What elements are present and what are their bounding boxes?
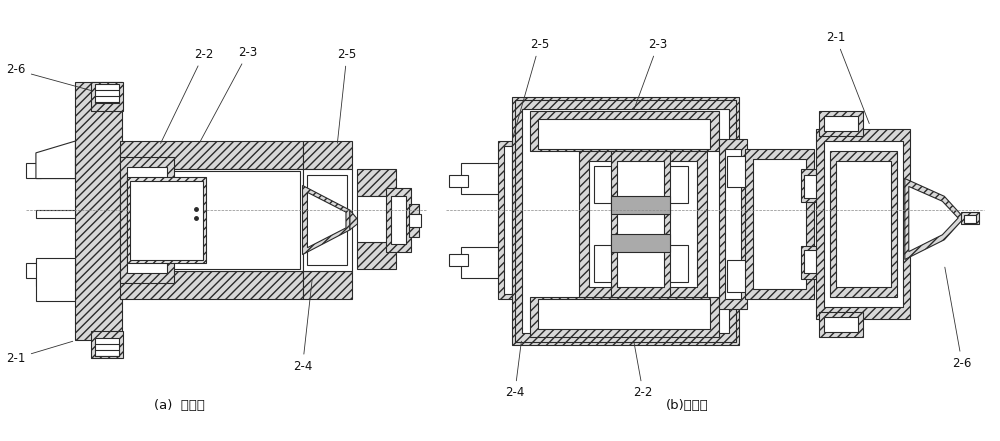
Bar bbox=[461, 163, 505, 194]
Bar bbox=[579, 151, 707, 297]
Bar bbox=[836, 161, 891, 287]
Bar bbox=[725, 149, 741, 299]
Bar bbox=[391, 196, 406, 244]
Polygon shape bbox=[350, 210, 360, 230]
Bar bbox=[36, 262, 75, 286]
Bar bbox=[727, 261, 753, 292]
Bar bbox=[522, 109, 729, 333]
Bar bbox=[120, 157, 174, 283]
Text: 2-6: 2-6 bbox=[945, 267, 972, 370]
Bar bbox=[719, 139, 747, 309]
Bar bbox=[127, 167, 167, 273]
Bar bbox=[307, 175, 347, 265]
Bar bbox=[130, 180, 203, 259]
Polygon shape bbox=[36, 141, 75, 179]
Polygon shape bbox=[909, 187, 958, 252]
Bar bbox=[804, 250, 818, 273]
Bar bbox=[386, 188, 411, 252]
Polygon shape bbox=[307, 192, 346, 248]
Text: 2-1: 2-1 bbox=[826, 31, 869, 123]
Bar bbox=[357, 168, 396, 196]
Text: 2-3: 2-3 bbox=[634, 38, 668, 109]
Bar bbox=[120, 141, 303, 168]
Bar bbox=[123, 171, 300, 269]
Bar bbox=[594, 166, 628, 203]
Bar bbox=[357, 196, 396, 242]
Bar bbox=[36, 153, 75, 178]
Bar bbox=[530, 112, 719, 151]
Bar bbox=[512, 97, 739, 345]
Bar bbox=[964, 215, 976, 223]
Bar bbox=[594, 245, 628, 282]
Bar bbox=[753, 159, 806, 289]
Polygon shape bbox=[303, 186, 350, 254]
Bar bbox=[611, 196, 670, 214]
Text: 2-4: 2-4 bbox=[293, 280, 312, 373]
Bar bbox=[824, 141, 903, 307]
Bar bbox=[409, 204, 419, 214]
Bar bbox=[816, 129, 910, 319]
Bar bbox=[409, 214, 421, 227]
Bar bbox=[589, 161, 697, 287]
Bar bbox=[804, 175, 818, 198]
Bar bbox=[830, 151, 897, 297]
Bar bbox=[95, 84, 119, 104]
Text: (b)直推式: (b)直推式 bbox=[666, 399, 709, 412]
Text: 2-5: 2-5 bbox=[337, 48, 357, 143]
Bar bbox=[824, 317, 858, 332]
Bar bbox=[357, 242, 396, 269]
Bar bbox=[127, 176, 206, 263]
Bar bbox=[91, 331, 123, 358]
Bar bbox=[95, 339, 119, 356]
Bar bbox=[617, 161, 664, 287]
Bar bbox=[961, 212, 979, 224]
Bar bbox=[824, 116, 858, 131]
Bar bbox=[120, 271, 303, 299]
Text: 2-2: 2-2 bbox=[633, 341, 653, 399]
Bar bbox=[26, 163, 41, 178]
Bar bbox=[819, 312, 863, 336]
Bar bbox=[26, 263, 41, 278]
Text: 2-2: 2-2 bbox=[161, 48, 213, 143]
Bar bbox=[611, 151, 670, 297]
Bar bbox=[653, 166, 688, 203]
Text: 2-5: 2-5 bbox=[513, 38, 549, 138]
Bar bbox=[303, 141, 352, 168]
Bar bbox=[530, 297, 719, 336]
Bar bbox=[449, 254, 468, 266]
Bar bbox=[727, 156, 753, 187]
Bar bbox=[801, 246, 821, 279]
Bar bbox=[303, 271, 352, 299]
Text: 2-4: 2-4 bbox=[505, 341, 524, 399]
Polygon shape bbox=[905, 179, 964, 259]
Bar bbox=[611, 234, 670, 252]
Bar bbox=[303, 168, 352, 271]
Bar bbox=[409, 227, 419, 237]
Bar bbox=[498, 141, 512, 299]
Bar bbox=[36, 210, 75, 218]
Text: 2-1: 2-1 bbox=[6, 341, 73, 365]
Text: 2-6: 2-6 bbox=[6, 64, 92, 91]
Bar bbox=[538, 299, 710, 329]
Bar bbox=[461, 247, 505, 278]
Bar bbox=[91, 82, 123, 112]
Text: 2-3: 2-3 bbox=[200, 46, 258, 142]
Text: (a)  反推式: (a) 反推式 bbox=[154, 399, 205, 412]
Bar bbox=[504, 146, 512, 294]
Bar bbox=[515, 100, 736, 343]
Bar bbox=[801, 168, 821, 202]
Polygon shape bbox=[36, 258, 75, 301]
Bar bbox=[819, 112, 863, 136]
Bar bbox=[745, 149, 814, 299]
Bar bbox=[449, 175, 468, 187]
Bar bbox=[538, 120, 710, 149]
Bar bbox=[75, 82, 122, 340]
Bar bbox=[653, 245, 688, 282]
Bar bbox=[120, 168, 303, 271]
